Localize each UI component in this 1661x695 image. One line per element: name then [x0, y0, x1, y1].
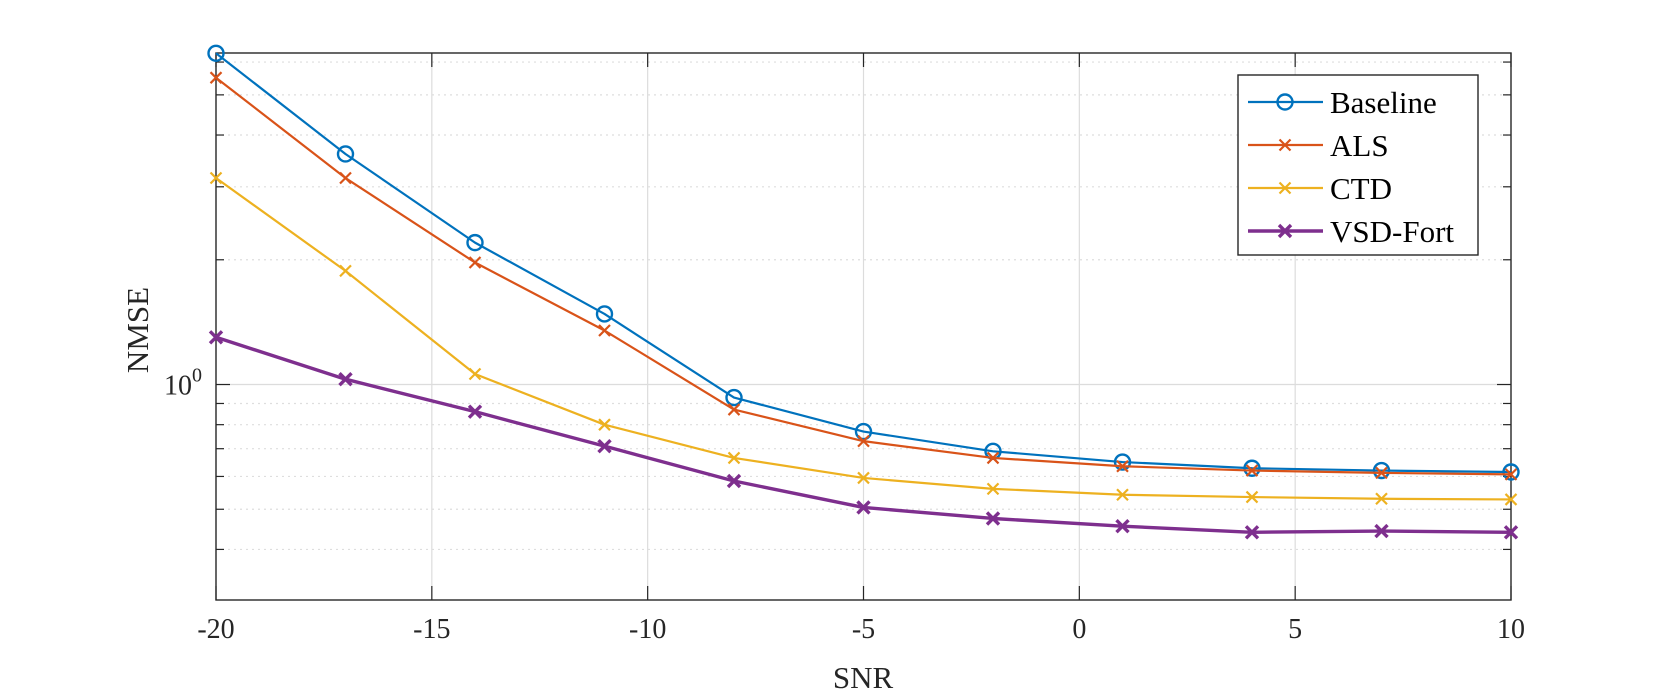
data-point-baseline [1113, 453, 1132, 471]
data-point-ctd [209, 171, 223, 185]
legend-entry-als: ALS [1248, 128, 1389, 163]
legend-entry-ctd: CTD [1248, 171, 1392, 206]
y-tick-label: 100 [164, 365, 202, 402]
data-point-baseline [1502, 463, 1520, 481]
data-point-als [727, 403, 741, 416]
data-point-ctd [1504, 493, 1518, 506]
data-point-baseline [336, 145, 355, 163]
data-point-als [986, 451, 1000, 465]
data-point-ctd [727, 451, 741, 465]
data-point-baseline [725, 388, 743, 407]
series-layer [207, 44, 1520, 540]
x-axis-title: SNR [833, 660, 894, 695]
series-line-baseline [215, 52, 1512, 474]
data-point-als [468, 256, 482, 269]
data-point-vsd-fort [726, 473, 742, 489]
x-tick-label: -20 [197, 614, 234, 645]
legend: Baseline ALS CTD VSD-Fort [1237, 74, 1479, 256]
data-point-ctd [1375, 492, 1388, 506]
x-tick-label: -15 [413, 614, 450, 645]
y-axis-title: NMSE [120, 287, 155, 373]
data-point-ctd [468, 367, 482, 381]
series-baseline [207, 44, 1520, 481]
data-point-baseline [207, 44, 225, 62]
series-ctd [209, 171, 1518, 506]
legend-entry-baseline: Baseline [1248, 85, 1437, 120]
x-tick-label: 0 [1072, 614, 1086, 645]
data-point-baseline [595, 305, 614, 323]
data-point-vsd-fort [208, 330, 224, 345]
data-point-vsd-fort [338, 371, 353, 387]
series-vsd-fort [208, 330, 1519, 540]
data-point-ctd [857, 471, 870, 485]
data-point-ctd [986, 482, 1000, 496]
x-tick-label: -5 [852, 614, 875, 645]
data-point-vsd-fort [467, 404, 483, 419]
data-point-vsd-fort [597, 438, 612, 454]
data-point-ctd [339, 264, 352, 278]
data-point-vsd-fort [1503, 525, 1519, 540]
data-point-vsd-fort [1374, 523, 1389, 539]
legend-marker [1278, 138, 1292, 152]
legend-marker [1278, 181, 1292, 195]
data-point-vsd-fort [1115, 519, 1130, 534]
data-point-baseline [854, 422, 873, 441]
data-point-ctd [598, 418, 611, 431]
data-point-als [339, 171, 352, 185]
tick-labels: -20 -15 -10 -5 0 5 10 100 [164, 365, 1525, 645]
legend-marker [1276, 93, 1294, 111]
data-point-als [209, 71, 223, 84]
legend-label: CTD [1330, 171, 1392, 206]
legend-entry-vsd-fort: VSD-Fort [1248, 214, 1454, 249]
data-point-baseline [466, 233, 484, 252]
data-point-als [1375, 466, 1388, 480]
x-tick-label: 10 [1497, 614, 1525, 645]
x-tick-label: 5 [1288, 614, 1302, 645]
series-als [209, 71, 1518, 481]
data-point-vsd-fort [985, 511, 1001, 526]
data-point-baseline [1243, 459, 1261, 477]
data-point-als [1504, 468, 1518, 481]
legend-label: Baseline [1330, 85, 1437, 120]
data-point-als [1245, 464, 1259, 477]
data-point-vsd-fort [856, 500, 871, 515]
data-point-ctd [1245, 490, 1259, 504]
x-tick-label: -10 [629, 614, 666, 645]
legend-label: VSD-Fort [1330, 214, 1454, 249]
data-point-als [598, 324, 611, 337]
data-point-als [857, 434, 870, 448]
data-point-als [1116, 459, 1129, 473]
data-point-vsd-fort [1244, 525, 1260, 540]
legend-label: ALS [1330, 128, 1389, 163]
legend-marker [1277, 223, 1293, 239]
data-point-baseline [1372, 461, 1391, 480]
data-point-ctd [1116, 488, 1129, 502]
